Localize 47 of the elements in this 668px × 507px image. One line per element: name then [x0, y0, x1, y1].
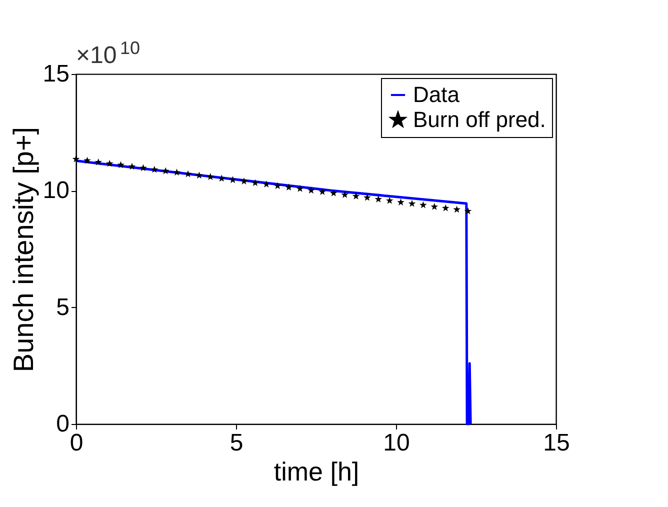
point [106, 160, 114, 167]
point [94, 158, 102, 166]
x-axis-title: time [h] [274, 456, 360, 486]
point [196, 172, 203, 179]
point [442, 204, 450, 212]
point [150, 166, 158, 173]
point [296, 184, 304, 192]
point [397, 198, 404, 206]
point [408, 200, 416, 207]
point [117, 161, 124, 168]
point [352, 192, 360, 200]
point [386, 196, 394, 204]
point [341, 190, 348, 198]
point [184, 170, 192, 178]
point [206, 173, 214, 180]
legend-label: Data [413, 82, 460, 107]
point [453, 206, 460, 213]
point [464, 207, 472, 214]
y-tick-label: 15 [42, 60, 70, 88]
point [140, 164, 147, 172]
point [173, 168, 180, 176]
legend-label: Burn off pred. [413, 107, 546, 132]
point [318, 188, 326, 195]
point [420, 201, 427, 208]
point [430, 202, 438, 210]
y-tick-label: 0 [56, 410, 70, 438]
point [229, 176, 236, 184]
point [274, 182, 282, 190]
point [308, 186, 315, 194]
point [240, 177, 248, 184]
point [218, 174, 226, 182]
point [162, 167, 170, 174]
point [262, 180, 270, 188]
point [252, 179, 259, 186]
x-tick-label: 5 [230, 430, 244, 456]
y-tick-label: 10 [42, 177, 70, 204]
point [128, 162, 136, 170]
y-tick-label: 5 [56, 294, 70, 321]
point [374, 195, 382, 202]
y-axis-title: Bunch intensity [p+] [8, 126, 39, 372]
point [364, 194, 371, 201]
point [72, 155, 80, 162]
point [84, 156, 91, 164]
x-tick-label: 10 [383, 430, 410, 456]
point [285, 184, 292, 191]
point [330, 189, 338, 196]
x-tick-label: 15 [543, 430, 570, 456]
